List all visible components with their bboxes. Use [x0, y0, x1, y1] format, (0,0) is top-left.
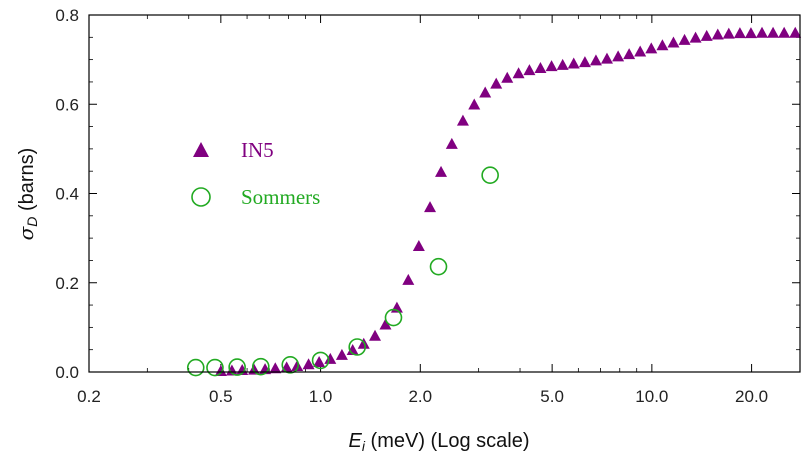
x-tick-label: 1.0 — [309, 387, 333, 406]
sommers-point — [251, 357, 270, 376]
in5-point — [468, 98, 481, 110]
x-axis-ticks: 0.2 0.5 1.0 2.0 5.0 10.0 20.0 — [77, 15, 768, 406]
in5-point — [755, 26, 768, 38]
in5-point — [634, 45, 647, 57]
in5-point — [556, 58, 569, 70]
in5-point — [248, 363, 261, 375]
in5-point — [612, 50, 625, 62]
in5-point — [369, 329, 382, 341]
in5-point — [402, 273, 415, 285]
sommers-point — [186, 358, 205, 377]
x-tick-label: 5.0 — [540, 387, 564, 406]
in5-point — [456, 114, 469, 126]
x-axis-label-subscript: i — [362, 438, 366, 454]
in5-point — [722, 27, 735, 39]
sommers-point — [384, 308, 403, 327]
in5-point — [523, 64, 536, 76]
sommers-point — [429, 257, 448, 276]
plot-frame — [88, 14, 801, 373]
y-axis-label: σD (barns) — [14, 148, 40, 241]
in5-point — [656, 39, 669, 51]
in5-point — [291, 360, 304, 372]
x-tick-label: 20.0 — [735, 387, 768, 406]
in5-point — [302, 358, 315, 370]
in5-point — [711, 28, 724, 40]
in5-point — [733, 27, 746, 39]
in5-point — [324, 352, 337, 364]
in5-point — [700, 29, 713, 41]
legend-label-in5: IN5 — [241, 138, 274, 162]
legend-marker-in5 — [193, 142, 209, 157]
in5-point — [490, 77, 503, 89]
x-minor-ticks — [146, 15, 638, 372]
y-axis-label-subscript: D — [24, 217, 40, 227]
in5-point — [512, 67, 525, 79]
x-tick-label: 0.5 — [209, 387, 233, 406]
y-axis-label-rest: (barns) — [16, 148, 38, 217]
legend-label-sommers: Sommers — [241, 185, 320, 209]
in5-point — [678, 33, 691, 45]
in5-point — [767, 26, 780, 38]
sommers-point — [348, 338, 367, 356]
y-tick-label: 0.4 — [55, 185, 79, 204]
in5-point — [214, 364, 227, 376]
in5-point — [567, 57, 580, 69]
in5-point — [600, 52, 613, 64]
in5-point — [424, 201, 437, 213]
sommers-point — [481, 166, 499, 185]
x-axis-label-symbol: E — [349, 430, 363, 452]
in5-point — [545, 60, 558, 72]
y-axis-label-symbol: σ — [14, 225, 38, 240]
x-axis-label: Ei (meV) (Log scale) — [349, 430, 530, 454]
in5-point — [335, 348, 348, 360]
x-tick-label: 0.2 — [77, 387, 101, 406]
x-tick-label: 10.0 — [635, 387, 668, 406]
y-tick-label: 0.8 — [55, 6, 79, 25]
in5-point — [313, 356, 326, 368]
in5-point — [445, 137, 458, 149]
sommers-point — [206, 358, 224, 377]
in5-point — [589, 54, 602, 66]
in5-point — [379, 318, 392, 330]
in5-point — [435, 165, 448, 177]
in5-point — [225, 364, 238, 376]
in5-point — [578, 56, 591, 68]
series-sommers — [186, 166, 499, 377]
sommers-point — [228, 358, 246, 376]
in5-point — [744, 27, 757, 39]
in5-point — [778, 26, 791, 38]
in5-point — [412, 240, 425, 252]
y-tick-label: 0.2 — [55, 274, 79, 293]
in5-point — [645, 42, 658, 54]
in5-point — [689, 31, 702, 43]
x-axis-label-rest: (meV) (Log scale) — [365, 430, 530, 452]
x-tick-label: 2.0 — [408, 387, 432, 406]
in5-point — [479, 86, 492, 98]
y-minor-ticks — [89, 36, 800, 351]
in5-point — [789, 26, 801, 38]
y-axis-ticks: 0.0 0.2 0.4 0.6 0.8 — [55, 6, 800, 382]
in5-point — [269, 362, 282, 374]
in5-point — [501, 71, 514, 83]
y-tick-label: 0.0 — [55, 363, 79, 382]
legend: IN5 Sommers — [191, 138, 320, 209]
in5-point — [623, 48, 636, 60]
y-tick-label: 0.6 — [55, 95, 79, 114]
legend-marker-sommers — [191, 187, 211, 207]
sommers-point — [281, 356, 300, 374]
in5-point — [534, 61, 547, 73]
plot-area: 0.2 0.5 1.0 2.0 5.0 10.0 20.0 0.0 0.2 0.4 0.6 0.8 — [55, 6, 801, 406]
sommers-point — [311, 351, 330, 370]
in5-point — [667, 36, 680, 48]
in5-point — [346, 343, 359, 355]
